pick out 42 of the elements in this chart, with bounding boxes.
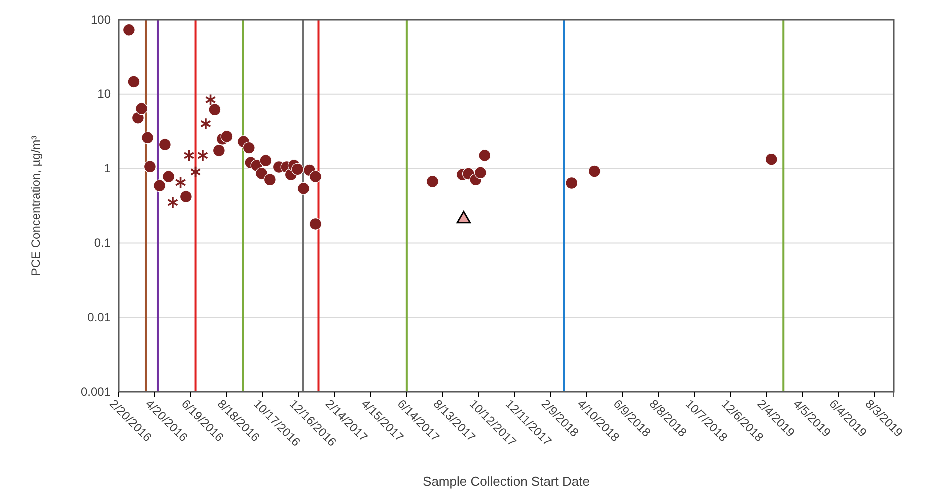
point (142, 132, 154, 144)
point (154, 180, 166, 192)
point (310, 170, 322, 184)
point (426, 176, 439, 188)
point (566, 177, 578, 190)
y-tick-label: 10 (98, 87, 112, 102)
point (208, 104, 222, 116)
y-tick-label: 100 (90, 12, 112, 27)
point (158, 138, 172, 152)
point (264, 174, 276, 186)
point (184, 149, 195, 162)
point (128, 76, 140, 88)
point (175, 176, 186, 189)
point (220, 130, 234, 143)
point (180, 190, 192, 204)
point (197, 149, 209, 162)
point (162, 170, 176, 184)
point (132, 112, 144, 124)
point (765, 153, 778, 166)
point (136, 102, 148, 116)
point (144, 160, 156, 174)
point (200, 118, 212, 130)
point (474, 166, 487, 180)
y-tick-label: 1 (104, 162, 112, 176)
point (256, 167, 268, 180)
point (167, 196, 179, 209)
point (122, 24, 136, 36)
point (260, 154, 272, 168)
y-tick-label: 0.1 (94, 236, 112, 250)
point (212, 144, 226, 157)
x-axis-title: Sample Collection Start Date (423, 474, 590, 489)
point (292, 163, 304, 176)
point (205, 94, 216, 106)
point (588, 165, 601, 178)
point (298, 182, 310, 195)
point (478, 149, 492, 162)
point (310, 218, 322, 230)
y-tick-label: 0.001 (80, 384, 112, 399)
y-axis-title: PCE Concentration, µg/m³ (29, 136, 43, 276)
point (190, 166, 202, 178)
y-tick-label: 0.01 (88, 310, 112, 324)
point (242, 142, 256, 154)
